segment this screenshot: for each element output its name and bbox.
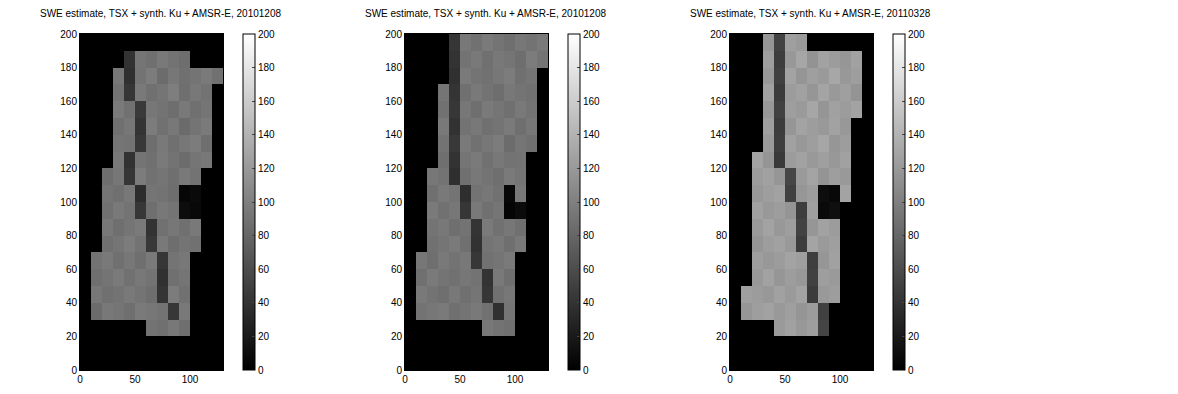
svg-text:80: 80 xyxy=(716,230,728,241)
svg-text:40: 40 xyxy=(583,297,595,308)
svg-text:140: 140 xyxy=(385,129,402,140)
svg-text:180: 180 xyxy=(258,62,275,73)
svg-text:40: 40 xyxy=(716,297,728,308)
svg-text:50: 50 xyxy=(454,374,466,385)
svg-text:0: 0 xyxy=(77,374,83,385)
svg-text:60: 60 xyxy=(258,264,270,275)
svg-text:SWE estimate, TSX + synth. Ku: SWE estimate, TSX + synth. Ku + AMSR-E, … xyxy=(40,8,281,19)
svg-text:180: 180 xyxy=(908,62,925,73)
svg-text:140: 140 xyxy=(60,129,77,140)
svg-text:40: 40 xyxy=(391,297,403,308)
svg-text:120: 120 xyxy=(258,163,275,174)
svg-text:0: 0 xyxy=(258,365,264,376)
svg-text:120: 120 xyxy=(583,163,600,174)
svg-text:100: 100 xyxy=(258,197,275,208)
svg-text:160: 160 xyxy=(583,96,600,107)
svg-text:40: 40 xyxy=(66,297,78,308)
svg-text:50: 50 xyxy=(129,374,141,385)
svg-text:20: 20 xyxy=(716,331,728,342)
svg-text:100: 100 xyxy=(832,374,849,385)
svg-text:60: 60 xyxy=(66,264,78,275)
svg-text:0: 0 xyxy=(583,365,589,376)
svg-text:0: 0 xyxy=(402,374,408,385)
svg-text:0: 0 xyxy=(908,365,914,376)
svg-text:60: 60 xyxy=(583,264,595,275)
svg-text:0: 0 xyxy=(727,374,733,385)
svg-text:40: 40 xyxy=(258,297,270,308)
svg-text:160: 160 xyxy=(60,96,77,107)
svg-text:200: 200 xyxy=(385,29,402,40)
svg-text:100: 100 xyxy=(710,197,727,208)
svg-text:80: 80 xyxy=(908,230,920,241)
svg-text:100: 100 xyxy=(583,197,600,208)
svg-text:140: 140 xyxy=(908,129,925,140)
svg-text:160: 160 xyxy=(710,96,727,107)
svg-text:140: 140 xyxy=(583,129,600,140)
svg-text:20: 20 xyxy=(66,331,78,342)
svg-text:200: 200 xyxy=(710,29,727,40)
svg-text:80: 80 xyxy=(66,230,78,241)
svg-text:160: 160 xyxy=(258,96,275,107)
svg-text:100: 100 xyxy=(908,197,925,208)
svg-text:180: 180 xyxy=(385,62,402,73)
svg-text:60: 60 xyxy=(908,264,920,275)
svg-text:200: 200 xyxy=(908,29,925,40)
svg-text:80: 80 xyxy=(391,230,403,241)
svg-text:180: 180 xyxy=(60,62,77,73)
svg-text:SWE estimate, TSX + synth. Ku: SWE estimate, TSX + synth. Ku + AMSR-E, … xyxy=(690,8,931,19)
svg-text:100: 100 xyxy=(507,374,524,385)
svg-text:40: 40 xyxy=(908,297,920,308)
svg-text:160: 160 xyxy=(908,96,925,107)
svg-text:120: 120 xyxy=(60,163,77,174)
svg-text:180: 180 xyxy=(710,62,727,73)
svg-text:100: 100 xyxy=(182,374,199,385)
svg-text:0: 0 xyxy=(721,365,727,376)
svg-text:60: 60 xyxy=(391,264,403,275)
svg-text:100: 100 xyxy=(60,197,77,208)
svg-text:140: 140 xyxy=(258,129,275,140)
svg-text:200: 200 xyxy=(583,29,600,40)
svg-text:SWE estimate, TSX + synth. Ku: SWE estimate, TSX + synth. Ku + AMSR-E, … xyxy=(365,8,606,19)
svg-text:200: 200 xyxy=(60,29,77,40)
svg-text:60: 60 xyxy=(716,264,728,275)
svg-text:80: 80 xyxy=(258,230,270,241)
svg-text:20: 20 xyxy=(908,331,920,342)
svg-text:0: 0 xyxy=(71,365,77,376)
svg-text:140: 140 xyxy=(710,129,727,140)
svg-text:80: 80 xyxy=(583,230,595,241)
svg-text:50: 50 xyxy=(779,374,791,385)
svg-text:20: 20 xyxy=(391,331,403,342)
svg-text:200: 200 xyxy=(258,29,275,40)
svg-text:120: 120 xyxy=(385,163,402,174)
svg-text:20: 20 xyxy=(583,331,595,342)
svg-text:120: 120 xyxy=(710,163,727,174)
svg-text:100: 100 xyxy=(385,197,402,208)
svg-text:160: 160 xyxy=(385,96,402,107)
svg-text:20: 20 xyxy=(258,331,270,342)
svg-text:0: 0 xyxy=(396,365,402,376)
svg-text:180: 180 xyxy=(583,62,600,73)
svg-text:120: 120 xyxy=(908,163,925,174)
